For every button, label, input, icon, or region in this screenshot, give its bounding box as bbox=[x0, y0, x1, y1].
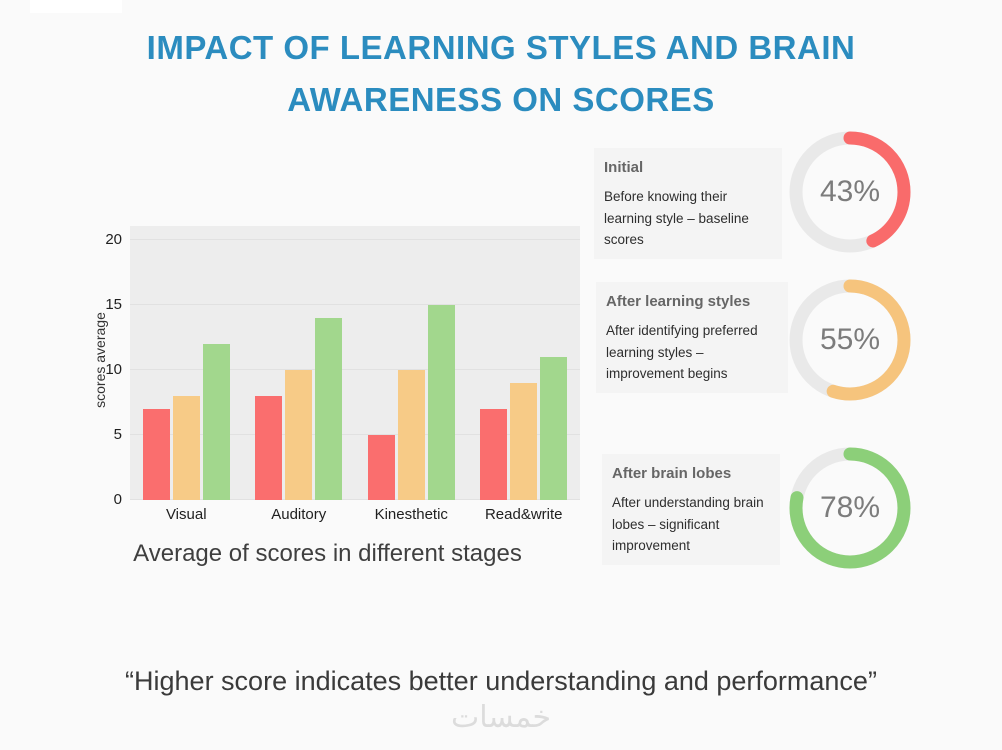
stage-description: After understanding brain lobes – signif… bbox=[612, 495, 764, 554]
y-tick-label: 20 bbox=[105, 231, 122, 248]
gridline bbox=[130, 499, 580, 500]
bar-group bbox=[480, 357, 568, 500]
bar bbox=[427, 305, 455, 500]
stage-heading: Initial bbox=[604, 159, 644, 176]
bar bbox=[480, 409, 508, 500]
bar bbox=[367, 435, 395, 500]
bar-group bbox=[255, 318, 343, 500]
page-title-line1: IMPACT OF LEARNING STYLES AND BRAIN bbox=[146, 29, 856, 66]
y-tick-label: 0 bbox=[113, 491, 122, 508]
x-axis-labels: Visual Auditory Kinesthetic Read&write bbox=[130, 506, 580, 523]
donut-percentage: 43% bbox=[819, 175, 881, 208]
y-tick-label: 5 bbox=[113, 426, 122, 443]
chart-caption: Average of scores in different stages bbox=[133, 540, 522, 567]
donut-ring bbox=[789, 447, 911, 569]
corner-artifact bbox=[30, 0, 122, 13]
page-title: IMPACT OF LEARNING STYLES AND BRAIN AWAR… bbox=[0, 22, 1002, 126]
stage-text-after-learning-styles: After learning styles After identifying … bbox=[596, 282, 788, 394]
donut-chart: 55% bbox=[784, 274, 916, 406]
page-title-line2: AWARENESS ON SCORES bbox=[287, 81, 715, 118]
x-tick-label: Kinesthetic bbox=[374, 506, 448, 523]
stage-description: Before knowing their learning style – ba… bbox=[604, 189, 749, 248]
bar-group bbox=[142, 344, 230, 500]
donut-ring bbox=[789, 279, 911, 401]
gridline bbox=[130, 369, 580, 370]
stage-heading: After brain lobes bbox=[612, 465, 732, 482]
donut-chart: 78% bbox=[784, 442, 916, 574]
bar bbox=[540, 357, 568, 500]
watermark-logo: خمسات bbox=[450, 700, 552, 735]
x-tick-label: Read&write bbox=[484, 506, 563, 523]
bar-plot: 0 5 10 15 20 bbox=[105, 226, 580, 508]
bar bbox=[510, 383, 538, 500]
bar bbox=[202, 344, 230, 500]
bar bbox=[315, 318, 343, 500]
gridline bbox=[130, 434, 580, 435]
x-tick-label: Visual bbox=[165, 506, 207, 523]
bar bbox=[142, 409, 170, 500]
donut-chart: 43% bbox=[784, 126, 916, 258]
y-tick-label: 15 bbox=[105, 296, 122, 313]
footer-quote: “Higher score indicates better understan… bbox=[125, 666, 877, 696]
stage-text-initial: Initial Before knowing their learning st… bbox=[594, 148, 782, 260]
bar bbox=[285, 370, 313, 500]
gridline bbox=[130, 239, 580, 240]
bar bbox=[255, 396, 283, 500]
bars-row bbox=[130, 240, 580, 500]
bar-chart: scores average 0 5 10 15 20 Visual Auditory … bbox=[75, 212, 580, 557]
bar bbox=[172, 396, 200, 500]
bar-group bbox=[367, 305, 455, 500]
x-tick-label: Auditory bbox=[271, 506, 327, 523]
bar bbox=[397, 370, 425, 500]
gridline bbox=[130, 304, 580, 305]
donut-percentage: 78% bbox=[819, 491, 881, 524]
donut-ring bbox=[789, 131, 911, 253]
donut-percentage: 55% bbox=[819, 323, 881, 356]
stage-text-after-brain-lobes: After brain lobes After understanding br… bbox=[602, 454, 780, 566]
y-tick-label: 10 bbox=[105, 361, 122, 378]
stage-description: After identifying preferred learning sty… bbox=[606, 323, 758, 382]
stage-heading: After learning styles bbox=[606, 293, 751, 310]
